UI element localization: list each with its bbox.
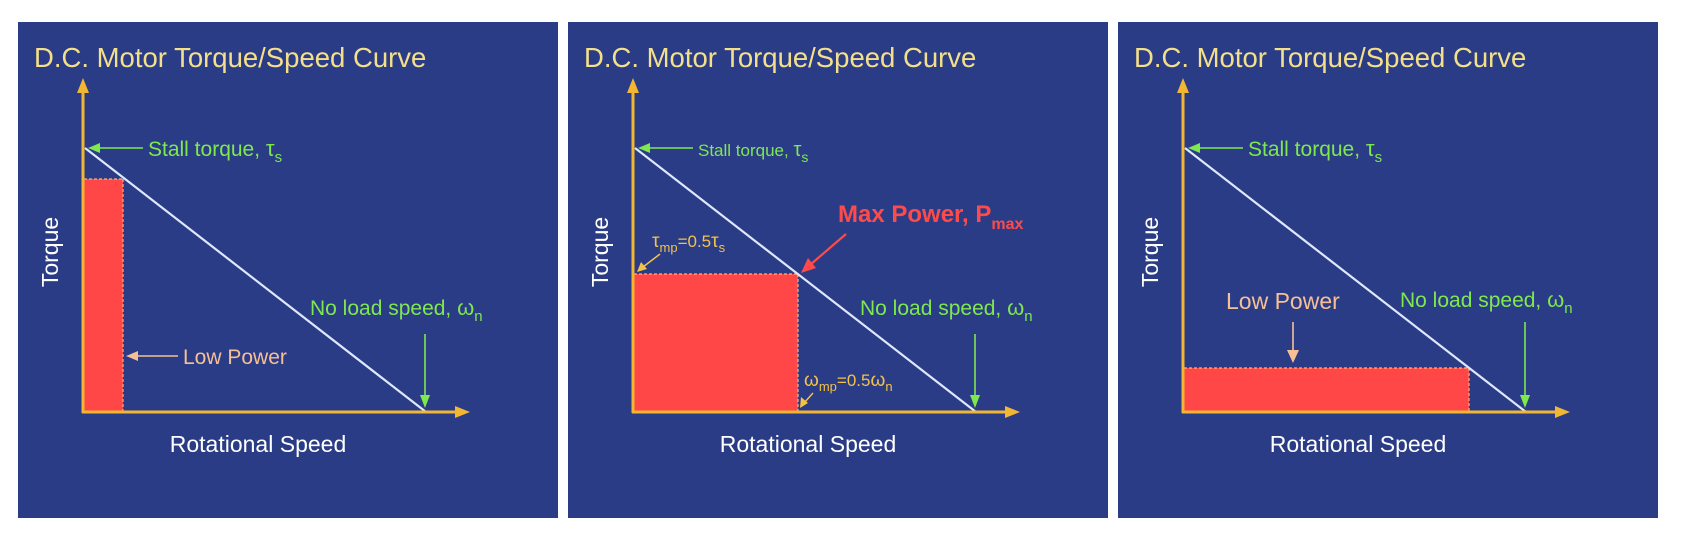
stall-arrow-icon <box>88 143 100 153</box>
torque-speed-line <box>634 147 977 413</box>
stall-torque-label: Stall torque, τs <box>698 139 808 165</box>
panel-3-diagram: D.C. Motor Torque/Speed Curve Torque Rot… <box>1134 42 1573 457</box>
low-power-arrow-icon <box>126 351 138 361</box>
x-axis-label: Rotational Speed <box>720 431 896 457</box>
tau-mp-label: τmp=0.5τs <box>652 231 726 255</box>
low-power-area <box>84 179 123 412</box>
max-power-area <box>634 274 798 412</box>
max-power-arrow-icon <box>801 258 816 273</box>
x-axis-label: Rotational Speed <box>1270 431 1446 457</box>
low-power-arrow-icon <box>1287 350 1299 363</box>
torque-speed-line <box>84 147 427 413</box>
low-power-area <box>1184 368 1469 412</box>
no-load-arrow-icon <box>420 395 430 408</box>
no-load-speed-label: No load speed, ωn <box>310 295 483 325</box>
torque-speed-line <box>1184 147 1527 413</box>
max-power-label: Max Power, Pmax <box>838 201 1024 233</box>
y-axis-label: Torque <box>37 217 63 287</box>
low-power-label: Low Power <box>1226 288 1340 314</box>
x-axis-label: Rotational Speed <box>170 431 346 457</box>
tau-mp-pointer-line <box>642 253 661 268</box>
y-axis-arrow-icon <box>627 78 639 93</box>
y-axis-label: Torque <box>1137 217 1163 287</box>
panel-2-diagram: D.C. Motor Torque/Speed Curve Torque Rot… <box>584 42 1033 457</box>
x-axis-arrow-icon <box>1005 406 1020 418</box>
x-axis-arrow-icon <box>1555 406 1570 418</box>
y-axis-arrow-icon <box>1177 78 1189 93</box>
tau-mp-arrow-icon <box>637 262 647 272</box>
max-power-pointer-line <box>809 233 847 266</box>
stall-torque-label: Stall torque, τs <box>148 136 282 166</box>
stall-arrow-icon <box>638 143 650 153</box>
panel-low-power-high-torque: D.C. Motor Torque/Speed Curve Torque Rot… <box>18 22 558 518</box>
no-load-speed-label: No load speed, ωn <box>860 295 1033 325</box>
panel-title: D.C. Motor Torque/Speed Curve <box>1134 42 1526 73</box>
panel-max-power: D.C. Motor Torque/Speed Curve Torque Rot… <box>568 22 1108 518</box>
panel-low-power-high-speed: D.C. Motor Torque/Speed Curve Torque Rot… <box>1118 22 1658 518</box>
panel-title: D.C. Motor Torque/Speed Curve <box>34 42 426 73</box>
low-power-label: Low Power <box>183 346 287 369</box>
omega-mp-label: ωmp=0.5ωn <box>804 370 893 394</box>
no-load-speed-label: No load speed, ωn <box>1400 287 1573 317</box>
omega-mp-arrow-icon <box>800 397 808 408</box>
no-load-arrow-icon <box>1520 395 1530 408</box>
no-load-arrow-icon <box>970 395 980 408</box>
stall-torque-label: Stall torque, τs <box>1248 136 1382 166</box>
y-axis-label: Torque <box>587 217 613 287</box>
y-axis-arrow-icon <box>77 78 89 93</box>
panel-title: D.C. Motor Torque/Speed Curve <box>584 42 976 73</box>
stall-arrow-icon <box>1188 143 1200 153</box>
x-axis-arrow-icon <box>455 406 470 418</box>
panel-1-diagram: D.C. Motor Torque/Speed Curve Torque Rot… <box>34 42 483 457</box>
